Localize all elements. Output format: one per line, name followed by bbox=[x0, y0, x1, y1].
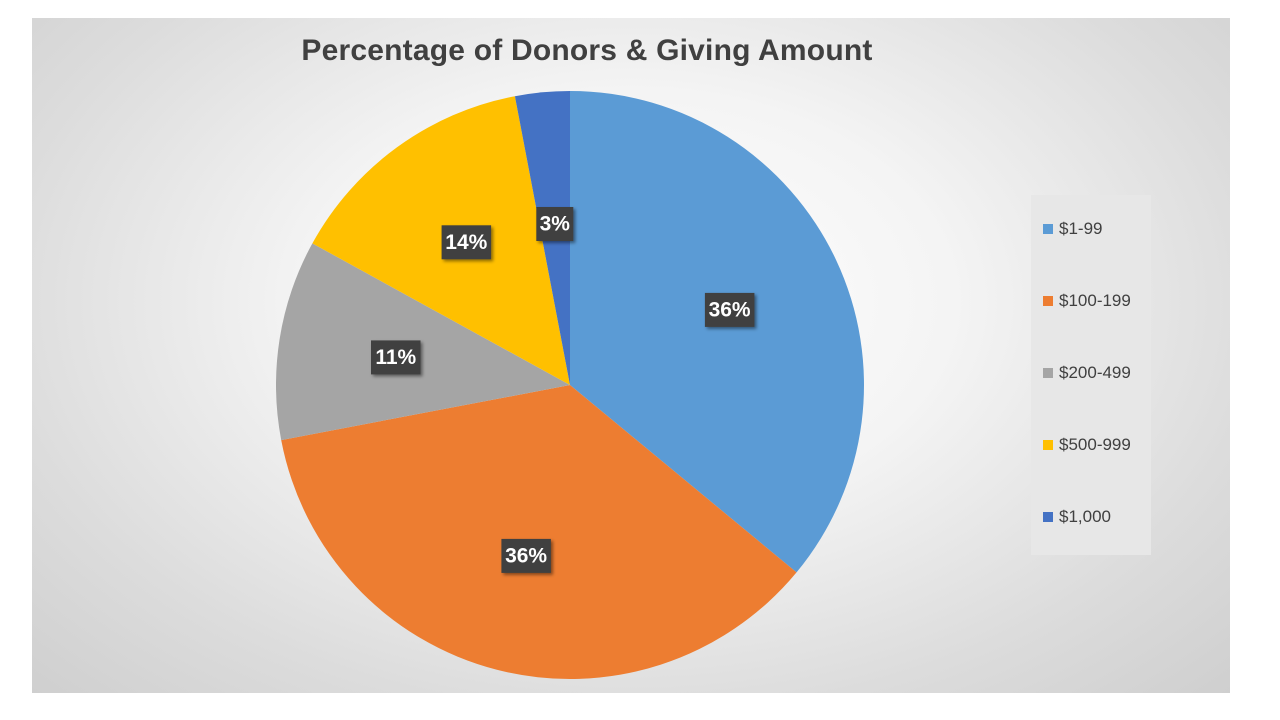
data-label: 36% bbox=[704, 292, 755, 327]
data-label-box bbox=[371, 340, 421, 375]
data-label: 14% bbox=[441, 225, 492, 260]
legend-item[interactable]: $100-199 bbox=[1043, 291, 1131, 311]
legend: $1-99 $100-199 $200-499 $500-999 $1,000 bbox=[1031, 195, 1151, 555]
data-label-text: 14% bbox=[445, 231, 487, 254]
data-label: 36% bbox=[501, 538, 551, 573]
pie-slice[interactable] bbox=[570, 91, 864, 573]
pie-slices bbox=[276, 91, 864, 679]
pie-slice[interactable] bbox=[281, 385, 797, 679]
data-label: 3% bbox=[536, 207, 574, 241]
data-label-box bbox=[501, 538, 551, 573]
chart-title: Percentage of Donors & Giving Amount bbox=[301, 34, 873, 67]
data-label: 11% bbox=[371, 340, 421, 375]
legend-label: $500-999 bbox=[1059, 435, 1131, 454]
legend-swatch-icon bbox=[1043, 296, 1053, 306]
legend-swatch-icon bbox=[1043, 512, 1053, 522]
legend-label: $100-199 bbox=[1059, 291, 1131, 310]
data-label-text: 11% bbox=[375, 346, 416, 369]
data-label-text: 3% bbox=[540, 213, 571, 236]
legend-item[interactable]: $500-999 bbox=[1043, 435, 1131, 455]
pie-slice[interactable] bbox=[276, 243, 570, 441]
legend-item[interactable]: $1,000 bbox=[1043, 507, 1111, 527]
legend-item[interactable]: $1-99 bbox=[1043, 219, 1102, 239]
legend-label: $1,000 bbox=[1059, 507, 1111, 526]
legend-swatch-icon bbox=[1043, 224, 1053, 234]
pie-data-labels: 36% 36% 11% 14% 3% bbox=[371, 207, 755, 573]
legend-item[interactable]: $200-499 bbox=[1043, 363, 1131, 383]
data-label-text: 36% bbox=[709, 298, 751, 321]
data-label-box bbox=[441, 225, 492, 260]
legend-swatch-icon bbox=[1043, 440, 1053, 450]
pie-slice[interactable] bbox=[312, 96, 570, 386]
data-label-box bbox=[536, 207, 574, 241]
legend-swatch-icon bbox=[1043, 368, 1053, 378]
legend-label: $200-499 bbox=[1059, 363, 1131, 382]
data-label-box bbox=[704, 292, 755, 327]
data-label-text: 36% bbox=[505, 544, 547, 567]
legend-label: $1-99 bbox=[1059, 219, 1103, 238]
